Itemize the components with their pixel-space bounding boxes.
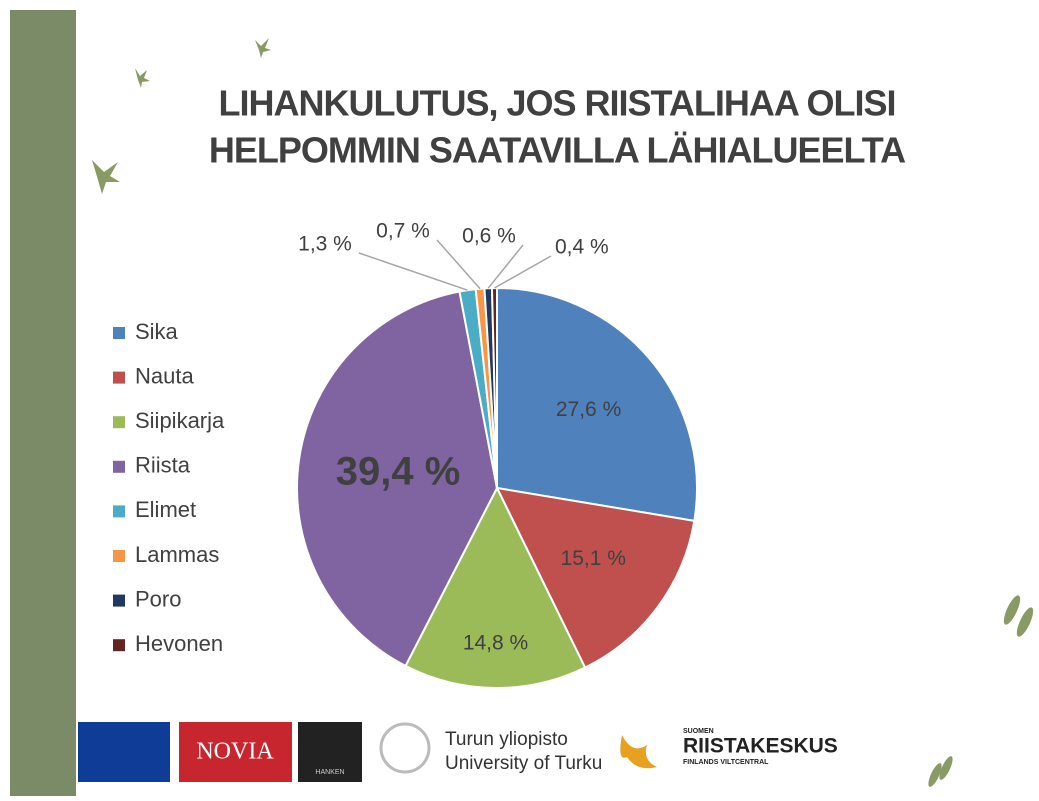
data-label: 1,3 % — [298, 233, 352, 256]
legend-label: Siipikarja — [135, 408, 225, 433]
data-label: 0,7 % — [376, 220, 430, 243]
logo-text: University of Turku — [445, 753, 602, 774]
data-label: 0,4 % — [555, 236, 609, 259]
data-label: 27,6 % — [556, 398, 621, 421]
legend-label: Riista — [135, 453, 191, 478]
eu-flag — [78, 722, 170, 782]
legend-swatch — [113, 595, 125, 607]
legend-swatch — [113, 639, 125, 651]
legend-label: Lammas — [135, 542, 219, 567]
legend-label: Nauta — [135, 363, 194, 388]
legend-swatch — [113, 372, 125, 384]
title-line: HELPOMMIN SAATAVILLA LÄHIALUEELTA — [209, 130, 906, 171]
data-label: 14,8 % — [463, 632, 528, 655]
logo-text: RIISTAKESKUS — [683, 735, 838, 758]
legend-swatch — [113, 461, 125, 473]
pie-chart: 27,6 % 15,1 % 14,8 % 39,4 % 1,3 % 0,7 % 0,6 % 0… — [113, 220, 697, 688]
logo-text: Turun yliopisto — [445, 729, 568, 750]
turku-emblem — [381, 724, 429, 772]
logo-text: FINLANDS VILTCENTRAL — [683, 759, 769, 766]
side-bar — [10, 10, 76, 796]
legend-swatch — [113, 550, 125, 562]
legend-label: Elimet — [135, 497, 196, 522]
legend-label: Hevonen — [135, 631, 223, 656]
riista-emblem — [620, 735, 657, 768]
slide: LIHANKULUTUS, JOS RIISTALIHAA OLISI HELP… — [0, 0, 1039, 796]
legend-swatch — [113, 416, 125, 428]
page: {"chart_data": {"type": "pie", "title": … — [0, 0, 1039, 801]
legend-swatch — [113, 327, 125, 339]
logo-text: HANKEN — [315, 769, 344, 776]
legend-label: Poro — [135, 586, 181, 611]
title-line: LIHANKULUTUS, JOS RIISTALIHAA OLISI — [218, 83, 895, 124]
logo-bar: NOVIA HANKEN Turun yliopisto University … — [78, 722, 838, 782]
data-label: 0,6 % — [462, 225, 516, 248]
data-label: 39,4 % — [336, 449, 461, 493]
logo-text: NOVIA — [196, 739, 274, 765]
leader-line — [494, 256, 551, 288]
data-label: 15,1 % — [561, 547, 626, 570]
legend-label: Sika — [135, 319, 179, 344]
leader-line — [359, 253, 468, 290]
legend-swatch — [113, 505, 125, 517]
